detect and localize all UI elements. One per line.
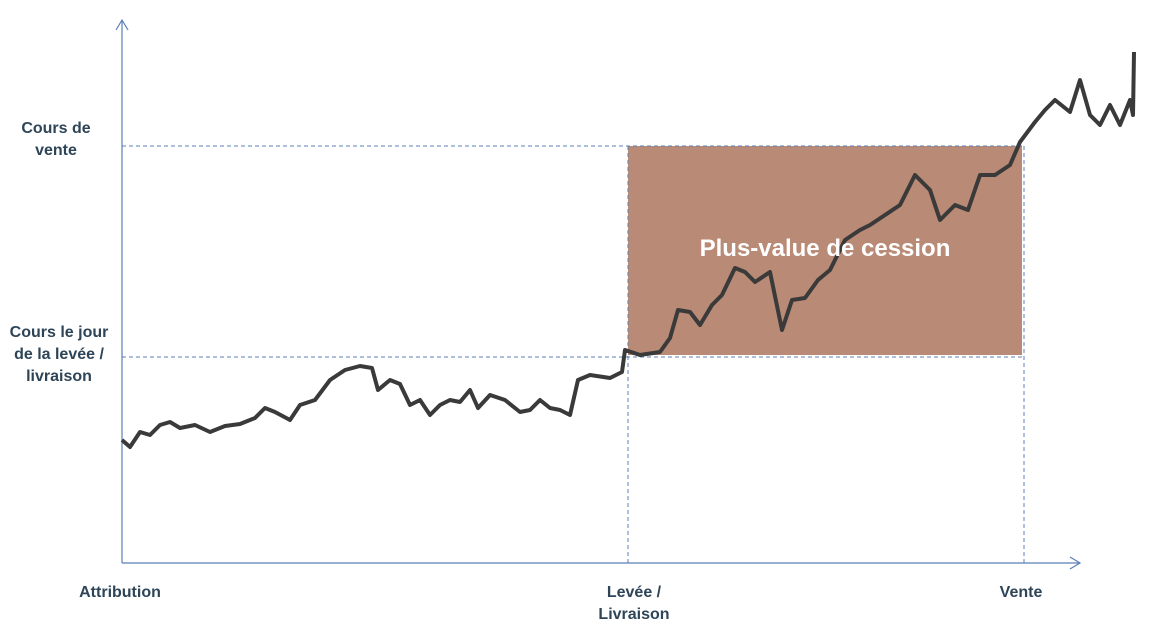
sale-label: Vente	[999, 584, 1043, 601]
gain-box	[628, 146, 1022, 355]
exercise-price-label: Cours le jour de la levée / livraison	[9, 324, 109, 385]
y-axis-arrow	[115, 18, 129, 31]
x-axis-arrow	[1069, 556, 1082, 570]
price-line	[120, 51, 1136, 449]
sale-price-label: Cours de vente	[21, 120, 91, 159]
grant-label: Attribution	[79, 584, 161, 601]
gain-label: Plus-value de cession	[699, 235, 951, 262]
exercise-label: Levée / Livraison	[598, 584, 670, 623]
